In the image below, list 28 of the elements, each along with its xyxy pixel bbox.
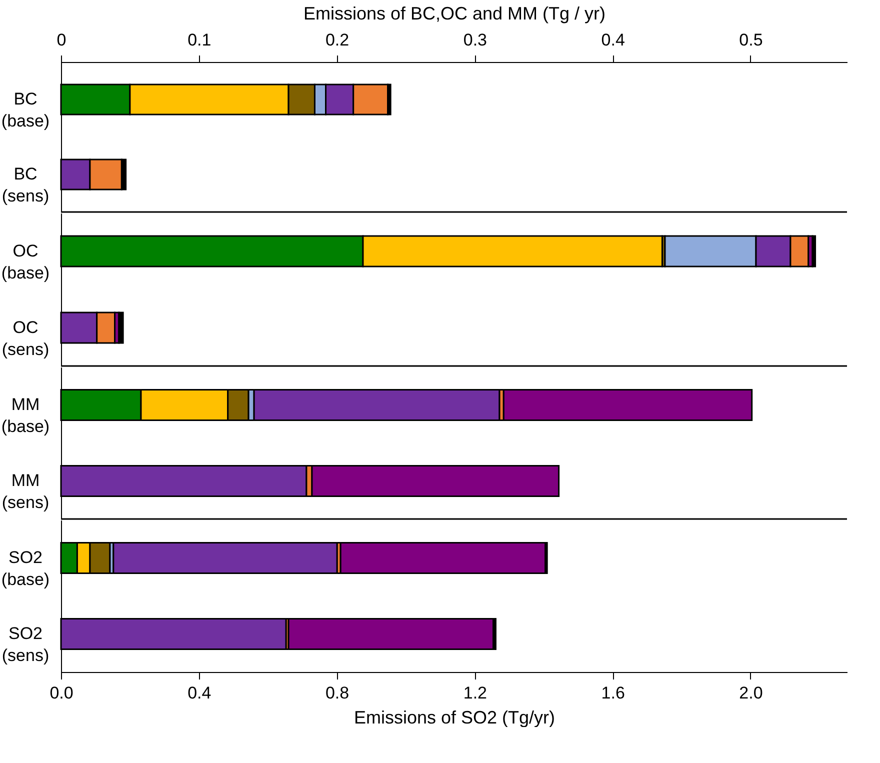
bar xyxy=(288,618,494,650)
x-axis-title: Emissions of BC,OC and MM (Tg / yr) xyxy=(303,4,606,24)
x-tick-label: 1.6 xyxy=(601,684,625,702)
x-tick-label: 0.0 xyxy=(50,684,74,702)
x-tick-label: 0.3 xyxy=(463,30,488,50)
y-tick-label: MM (base) xyxy=(1,395,50,436)
y-tick-label: SO2 (base) xyxy=(1,548,50,589)
bar xyxy=(340,542,546,574)
y-tick-label: OC (sens) xyxy=(2,318,50,359)
y-tick-label: BC (base) xyxy=(1,90,50,130)
bar xyxy=(812,235,816,268)
x-tick-label: 0.8 xyxy=(325,684,350,702)
bar xyxy=(502,389,753,421)
x-tick-label: 0.1 xyxy=(188,30,212,50)
x-tick-label: 0.4 xyxy=(601,30,625,50)
x-axis-title: Emissions of SO2 (Tg/yr) xyxy=(354,708,556,728)
y-tick-label: MM (sens) xyxy=(2,471,50,512)
y-tick-label: SO2 (sens) xyxy=(2,624,50,665)
x-tick-label: 0.5 xyxy=(739,30,763,50)
x-tick-label: 0 xyxy=(56,30,66,50)
x-tick-label: 1.2 xyxy=(463,684,488,702)
bar xyxy=(112,542,338,574)
bar xyxy=(118,312,124,344)
x-tick-label: 0.2 xyxy=(325,30,350,50)
x-tick-label: 0.4 xyxy=(188,684,212,702)
y-tick-label: OC (base) xyxy=(1,241,50,282)
x-tick-label: 2.0 xyxy=(739,684,763,702)
y-tick-label: BC (sens) xyxy=(2,164,50,206)
